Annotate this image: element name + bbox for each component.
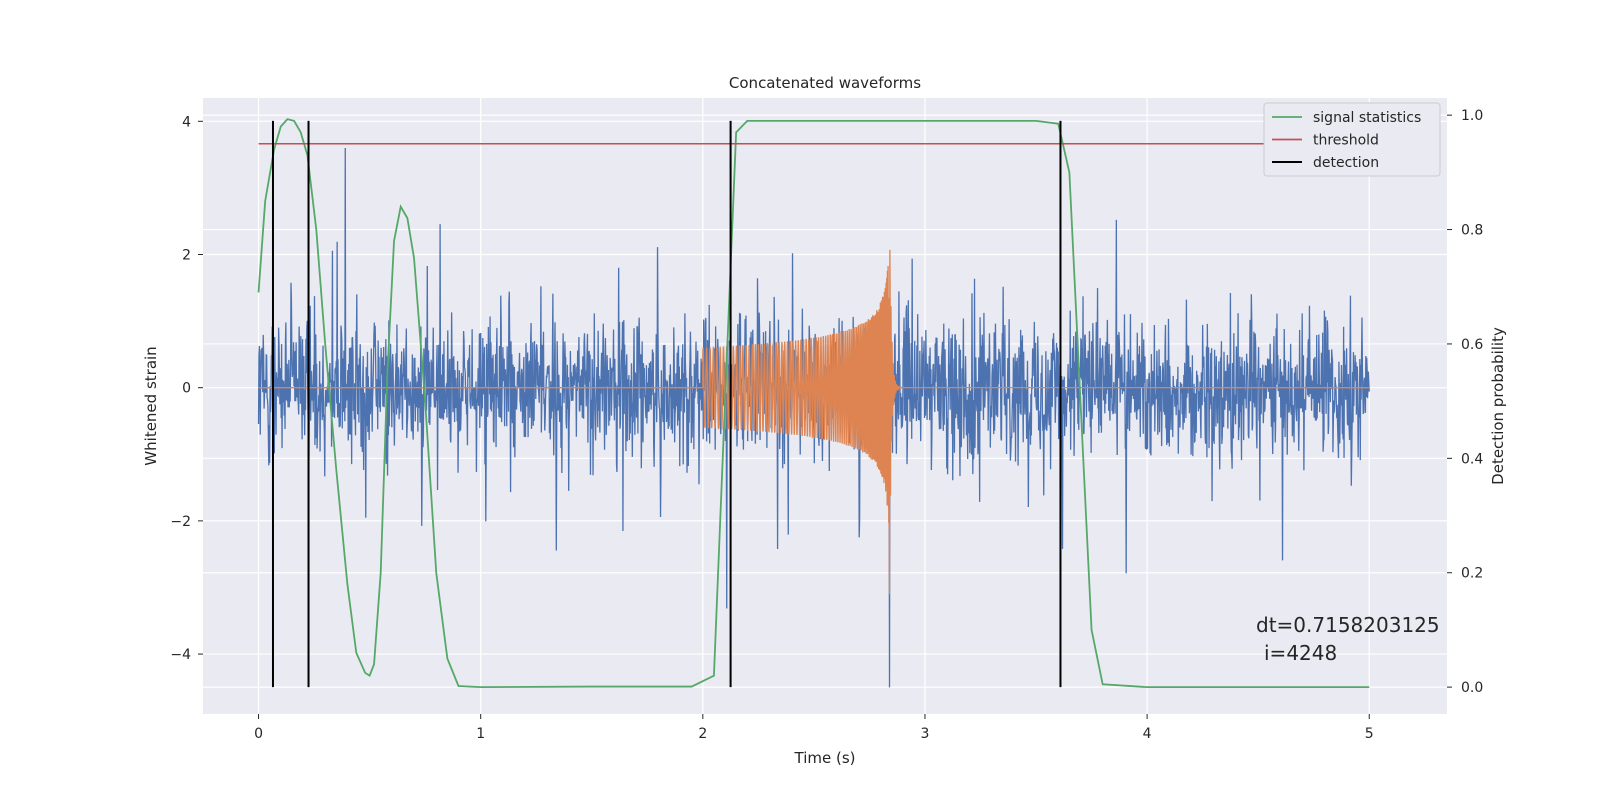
y-axis-label: Whitened strain (142, 346, 160, 465)
y2-tick-label: 0.8 (1461, 223, 1483, 239)
y-tick-label: −4 (170, 647, 191, 663)
x-tick-label: 1 (476, 726, 485, 742)
y-tick-label: 4 (182, 114, 191, 130)
legend-label: detection (1313, 155, 1379, 171)
legend-box (1263, 102, 1441, 177)
y2-tick-label: 0.0 (1461, 680, 1483, 696)
y-tick-label: 0 (182, 381, 191, 397)
legend: signal statistics threshold detection (1263, 102, 1441, 177)
dt-annotation: dt=0.7158203125 i=4248 (1256, 613, 1440, 665)
x-tick-label: 2 (698, 726, 707, 742)
series-signal-statistics (257, 118, 1370, 689)
series-injected-signal (258, 249, 1370, 595)
x-tick-label: 3 (921, 726, 930, 742)
legend-label: signal statistics (1313, 110, 1421, 126)
y-tick-label: 2 (182, 247, 191, 263)
x-tick-label: 5 (1365, 726, 1374, 742)
dt-annotation-line2: i=4248 (1264, 641, 1337, 665)
y2-tick-label: 0.6 (1461, 337, 1483, 353)
ticks: 0 1 2 3 4 5 −4 −2 0 2 4 0.0 0.2 0.4 0.6 0.8 1.0 (170, 108, 1483, 742)
x-axis-label: Time (s) (794, 749, 856, 767)
y2-tick-label: 0.2 (1461, 566, 1483, 582)
x-tick-label: 4 (1143, 726, 1152, 742)
chart-title: Concatenated waveforms (729, 74, 921, 92)
y2-tick-label: 1.0 (1461, 108, 1483, 124)
x-tick-label: 0 (254, 726, 263, 742)
y2-tick-label: 0.4 (1461, 451, 1483, 467)
y-tick-label: −2 (170, 514, 191, 530)
dt-annotation-line1: dt=0.7158203125 (1256, 613, 1440, 637)
legend-label: threshold (1313, 133, 1379, 149)
y2-axis-label: Detection probability (1489, 327, 1507, 485)
series-layer (257, 118, 1392, 689)
